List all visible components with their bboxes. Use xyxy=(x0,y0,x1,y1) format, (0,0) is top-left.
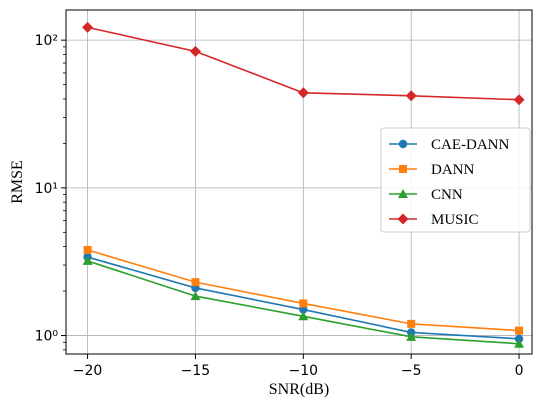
data-point xyxy=(405,90,417,102)
data-point xyxy=(297,87,309,99)
data-point xyxy=(407,319,416,328)
series-layer xyxy=(82,21,525,348)
data-point xyxy=(514,338,525,348)
series-music xyxy=(82,21,525,106)
data-point xyxy=(299,299,308,308)
x-tick-label: 0 xyxy=(515,363,524,379)
data-point xyxy=(83,245,92,254)
legend-item: CNN xyxy=(389,187,463,203)
y-axis-label: RMSE xyxy=(9,160,26,204)
data-point xyxy=(190,291,201,301)
series-dann xyxy=(83,245,524,335)
legend-label: CAE-DANN xyxy=(431,137,509,153)
x-tick-label: −10 xyxy=(289,363,319,379)
legend-label: CNN xyxy=(431,187,463,203)
legend-item: MUSIC xyxy=(389,212,479,228)
x-axis-label: SNR(dB) xyxy=(269,381,329,398)
data-point xyxy=(406,331,417,341)
data-point xyxy=(82,255,93,265)
legend: CAE-DANN DANN CNN MUSIC xyxy=(380,127,531,233)
legend-marker xyxy=(398,189,408,198)
plot-frame xyxy=(65,9,533,355)
y-tick-label: 10⁰ xyxy=(35,329,59,345)
y-tick-label: 10² xyxy=(35,33,58,49)
axis-ticks: −20 −15 −10 −5 0 10⁰ 10¹ 10² xyxy=(35,33,524,379)
data-point xyxy=(298,311,309,321)
x-tick-label: −20 xyxy=(73,363,103,379)
data-point xyxy=(189,45,201,57)
data-point xyxy=(299,305,308,314)
data-point xyxy=(515,326,524,335)
legend-marker xyxy=(397,213,409,225)
data-point xyxy=(513,94,525,106)
legend-item: CAE-DANN xyxy=(389,137,509,153)
legend-label: DANN xyxy=(431,162,474,178)
legend-marker xyxy=(399,165,407,173)
y-tick-label: 10¹ xyxy=(35,181,58,197)
legend-marker xyxy=(398,139,408,149)
data-point xyxy=(191,278,200,287)
legend-box xyxy=(380,127,531,233)
x-tick-label: −15 xyxy=(181,363,211,379)
data-point xyxy=(82,21,94,33)
legend-label: MUSIC xyxy=(431,212,479,228)
x-tick-label: −5 xyxy=(401,363,422,379)
series-cnn xyxy=(82,255,525,348)
legend-item: DANN xyxy=(389,162,474,178)
